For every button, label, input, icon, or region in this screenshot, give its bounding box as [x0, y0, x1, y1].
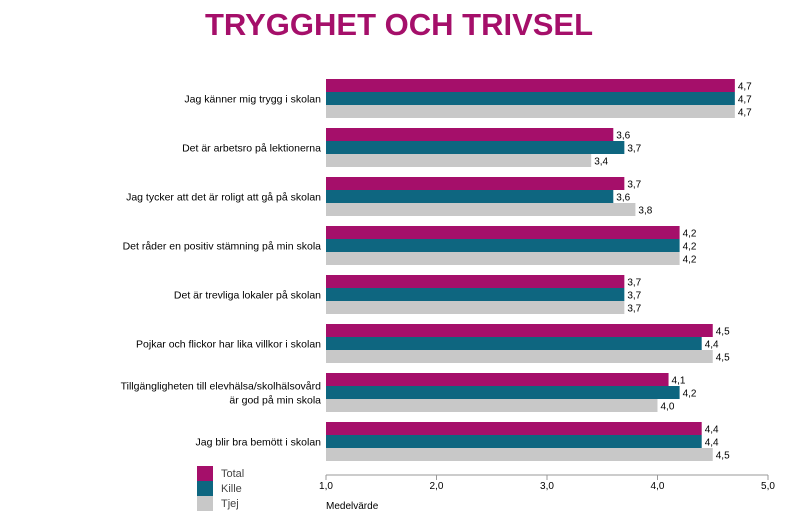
- bar-total-2: [326, 177, 625, 190]
- value-label-total-0: 4,7: [738, 82, 752, 93]
- bar-kille-1: [326, 141, 625, 154]
- category-labels: Jag känner mig trygg i skolan Det är arbe…: [121, 94, 322, 449]
- category-label-5: Pojkar och flickor har lika villkor i sk…: [136, 339, 321, 351]
- legend-label-total: Total: [221, 468, 244, 480]
- bars-group: [326, 79, 735, 461]
- value-label-tjej-7: 4,5: [716, 451, 730, 462]
- value-label-total-7: 4,4: [705, 425, 719, 436]
- value-label-total-4: 3,7: [627, 278, 641, 289]
- value-label-kille-4: 3,7: [627, 291, 641, 302]
- value-label-tjej-6: 4,0: [661, 402, 675, 413]
- value-label-tjej-4: 3,7: [627, 304, 641, 315]
- bar-kille-2: [326, 190, 614, 203]
- x-axis: 1,0 2,0 3,0 4,0 5,0 Medelvärde: [319, 474, 775, 512]
- x-axis-label: Medelvärde: [326, 501, 379, 512]
- bar-total-7: [326, 422, 702, 435]
- value-label-total-1: 3,6: [616, 131, 630, 142]
- bar-total-1: [326, 128, 614, 141]
- chart-title: TRYGGHET OCH TRIVSEL: [204, 7, 594, 42]
- bar-tjej-3: [326, 252, 680, 265]
- value-label-kille-3: 4,2: [683, 242, 697, 253]
- bar-total-3: [326, 226, 680, 239]
- category-label-0: Jag känner mig trygg i skolan: [184, 94, 321, 106]
- bar-kille-5: [326, 337, 702, 350]
- legend-label-tjej: Tjej: [221, 498, 239, 510]
- legend: Total Kille Tjej: [197, 466, 244, 511]
- bar-tjej-0: [326, 105, 735, 118]
- category-label-1: Det är arbetsro på lektionerna: [182, 143, 321, 155]
- x-tick-label-4: 5,0: [761, 481, 775, 492]
- bar-tjej-5: [326, 350, 713, 363]
- x-tick-label-3: 4,0: [651, 481, 665, 492]
- bar-tjej-4: [326, 301, 625, 314]
- bar-kille-7: [326, 435, 702, 448]
- category-label-2: Jag tycker att det är roligt att gå på s…: [126, 192, 321, 204]
- category-label-7: Jag blir bra bemött i skolan: [196, 437, 322, 449]
- value-label-kille-7: 4,4: [705, 438, 719, 449]
- value-label-kille-6: 4,2: [683, 389, 697, 400]
- value-labels: 4,7 4,7 4,7 3,6 3,7 3,4 3,7 3,6 3,8 4,2 4,2 4,2 3,7 3…: [594, 82, 752, 462]
- value-label-tjej-1: 3,4: [594, 157, 608, 168]
- value-label-total-6: 4,1: [672, 376, 686, 387]
- category-label-6-line0: Tillgängligheten till elevhälsa/skolhäls…: [121, 381, 322, 393]
- bar-kille-3: [326, 239, 680, 252]
- legend-swatch-kille: [197, 481, 213, 496]
- bar-tjej-7: [326, 448, 713, 461]
- value-label-tjej-5: 4,5: [716, 353, 730, 364]
- value-label-total-2: 3,7: [627, 180, 641, 191]
- x-tick-label-0: 1,0: [319, 481, 333, 492]
- bar-kille-4: [326, 288, 625, 301]
- bar-total-5: [326, 324, 713, 337]
- value-label-kille-1: 3,7: [627, 144, 641, 155]
- legend-swatch-tjej: [197, 496, 213, 511]
- bar-total-0: [326, 79, 735, 92]
- bar-tjej-1: [326, 154, 592, 167]
- value-label-kille-0: 4,7: [738, 95, 752, 106]
- bar-total-6: [326, 373, 669, 386]
- legend-swatch-total: [197, 466, 213, 481]
- value-label-tjej-0: 4,7: [738, 108, 752, 119]
- x-tick-label-1: 2,0: [430, 481, 444, 492]
- value-label-total-5: 4,5: [716, 327, 730, 338]
- bar-tjej-6: [326, 399, 658, 412]
- bar-kille-6: [326, 386, 680, 399]
- legend-label-kille: Kille: [221, 483, 242, 495]
- bar-kille-0: [326, 92, 735, 105]
- category-label-3: Det råder en positiv stämning på min sko…: [123, 241, 322, 253]
- value-label-kille-5: 4,4: [705, 340, 719, 351]
- bar-total-4: [326, 275, 625, 288]
- category-label-4: Det är trevliga lokaler på skolan: [174, 290, 321, 302]
- value-label-tjej-3: 4,2: [683, 255, 697, 266]
- value-label-tjej-2: 3,8: [638, 206, 652, 217]
- bar-tjej-2: [326, 203, 636, 216]
- value-label-total-3: 4,2: [683, 229, 697, 240]
- value-label-kille-2: 3,6: [616, 193, 630, 204]
- x-tick-label-2: 3,0: [540, 481, 554, 492]
- category-label-6-line1: är god på min skola: [229, 395, 321, 407]
